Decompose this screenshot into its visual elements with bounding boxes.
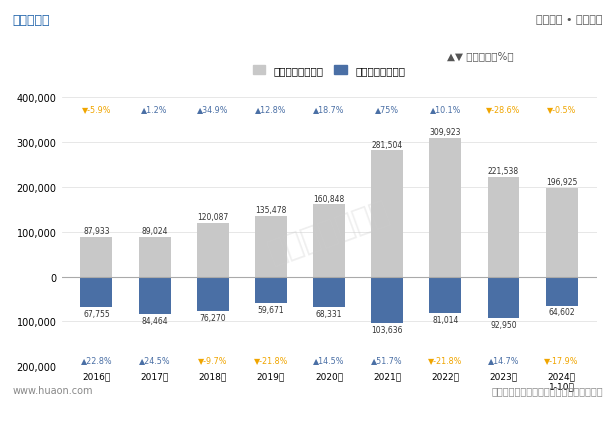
Bar	[81, 238, 113, 277]
Bar	[488, 178, 520, 277]
Text: ▲14.5%: ▲14.5%	[313, 355, 345, 364]
Legend: 出口额（万美元）, 进口额（万美元）: 出口额（万美元）, 进口额（万美元）	[249, 62, 409, 80]
Text: 68,331: 68,331	[315, 309, 343, 318]
Text: ▼-21.8%: ▼-21.8%	[253, 355, 288, 364]
Text: ▼-9.7%: ▼-9.7%	[198, 355, 228, 364]
Bar	[429, 138, 461, 277]
Text: 76,270: 76,270	[199, 313, 226, 322]
Text: ▲14.7%: ▲14.7%	[488, 355, 519, 364]
Text: 309,923: 309,923	[430, 127, 461, 136]
Text: 160,848: 160,848	[314, 194, 344, 203]
Bar	[371, 277, 403, 323]
Text: www.huaon.com: www.huaon.com	[12, 385, 93, 395]
Text: 数据来源：中国海关；华经产业研究院整理: 数据来源：中国海关；华经产业研究院整理	[491, 385, 603, 395]
Text: 221,538: 221,538	[488, 167, 519, 176]
Text: ▲51.7%: ▲51.7%	[371, 355, 403, 364]
Text: ▲24.5%: ▲24.5%	[139, 355, 170, 364]
Text: ▲▼ 同比增长（%）: ▲▼ 同比增长（%）	[446, 52, 514, 61]
Bar	[313, 205, 345, 277]
Bar	[546, 277, 577, 306]
Text: 87,933: 87,933	[83, 227, 109, 236]
Text: 64,602: 64,602	[549, 308, 575, 317]
Text: 89,024: 89,024	[141, 226, 168, 235]
Text: ▲18.7%: ▲18.7%	[313, 105, 345, 114]
Bar	[197, 277, 229, 311]
Text: 92,950: 92,950	[490, 320, 517, 329]
Text: 120,087: 120,087	[197, 213, 228, 222]
Text: 196,925: 196,925	[546, 178, 577, 187]
Text: 专业严谨 • 客观科学: 专业严谨 • 客观科学	[536, 15, 603, 26]
Bar	[371, 151, 403, 277]
Bar	[488, 277, 520, 319]
Bar	[546, 189, 577, 277]
Text: ▲12.8%: ▲12.8%	[255, 105, 287, 114]
Text: ▲10.1%: ▲10.1%	[430, 105, 461, 114]
Bar	[138, 277, 170, 315]
Text: ▲22.8%: ▲22.8%	[81, 355, 112, 364]
Text: 281,504: 281,504	[371, 140, 403, 149]
Text: ▼-5.9%: ▼-5.9%	[82, 105, 111, 114]
Bar	[255, 277, 287, 304]
Text: ▲75%: ▲75%	[375, 105, 399, 114]
Text: 59,671: 59,671	[258, 305, 284, 314]
Text: 84,464: 84,464	[141, 317, 168, 325]
Text: 135,478: 135,478	[255, 205, 287, 215]
Text: ▼-0.5%: ▼-0.5%	[547, 105, 576, 114]
Text: 华经情报网: 华经情报网	[12, 14, 50, 27]
Text: ▼-17.9%: ▼-17.9%	[544, 355, 579, 364]
Bar	[81, 277, 113, 307]
Text: ▲1.2%: ▲1.2%	[141, 105, 168, 114]
Text: ▼-21.8%: ▼-21.8%	[428, 355, 462, 364]
Text: 华经产业研究院: 华经产业研究院	[264, 197, 394, 268]
Text: ▲34.9%: ▲34.9%	[197, 105, 228, 114]
Text: 103,636: 103,636	[371, 325, 403, 334]
Bar	[429, 277, 461, 313]
Text: 81,014: 81,014	[432, 315, 459, 324]
Text: 2016-2024年10月合肥高新技术产业开发区(境内目的地/货源地)进、出口额: 2016-2024年10月合肥高新技术产业开发区(境内目的地/货源地)进、出口额	[130, 60, 485, 76]
Bar	[255, 216, 287, 277]
Bar	[197, 223, 229, 277]
Text: 67,755: 67,755	[83, 309, 109, 318]
Bar	[313, 277, 345, 308]
Text: ▼-28.6%: ▼-28.6%	[486, 105, 521, 114]
Bar	[138, 237, 170, 277]
